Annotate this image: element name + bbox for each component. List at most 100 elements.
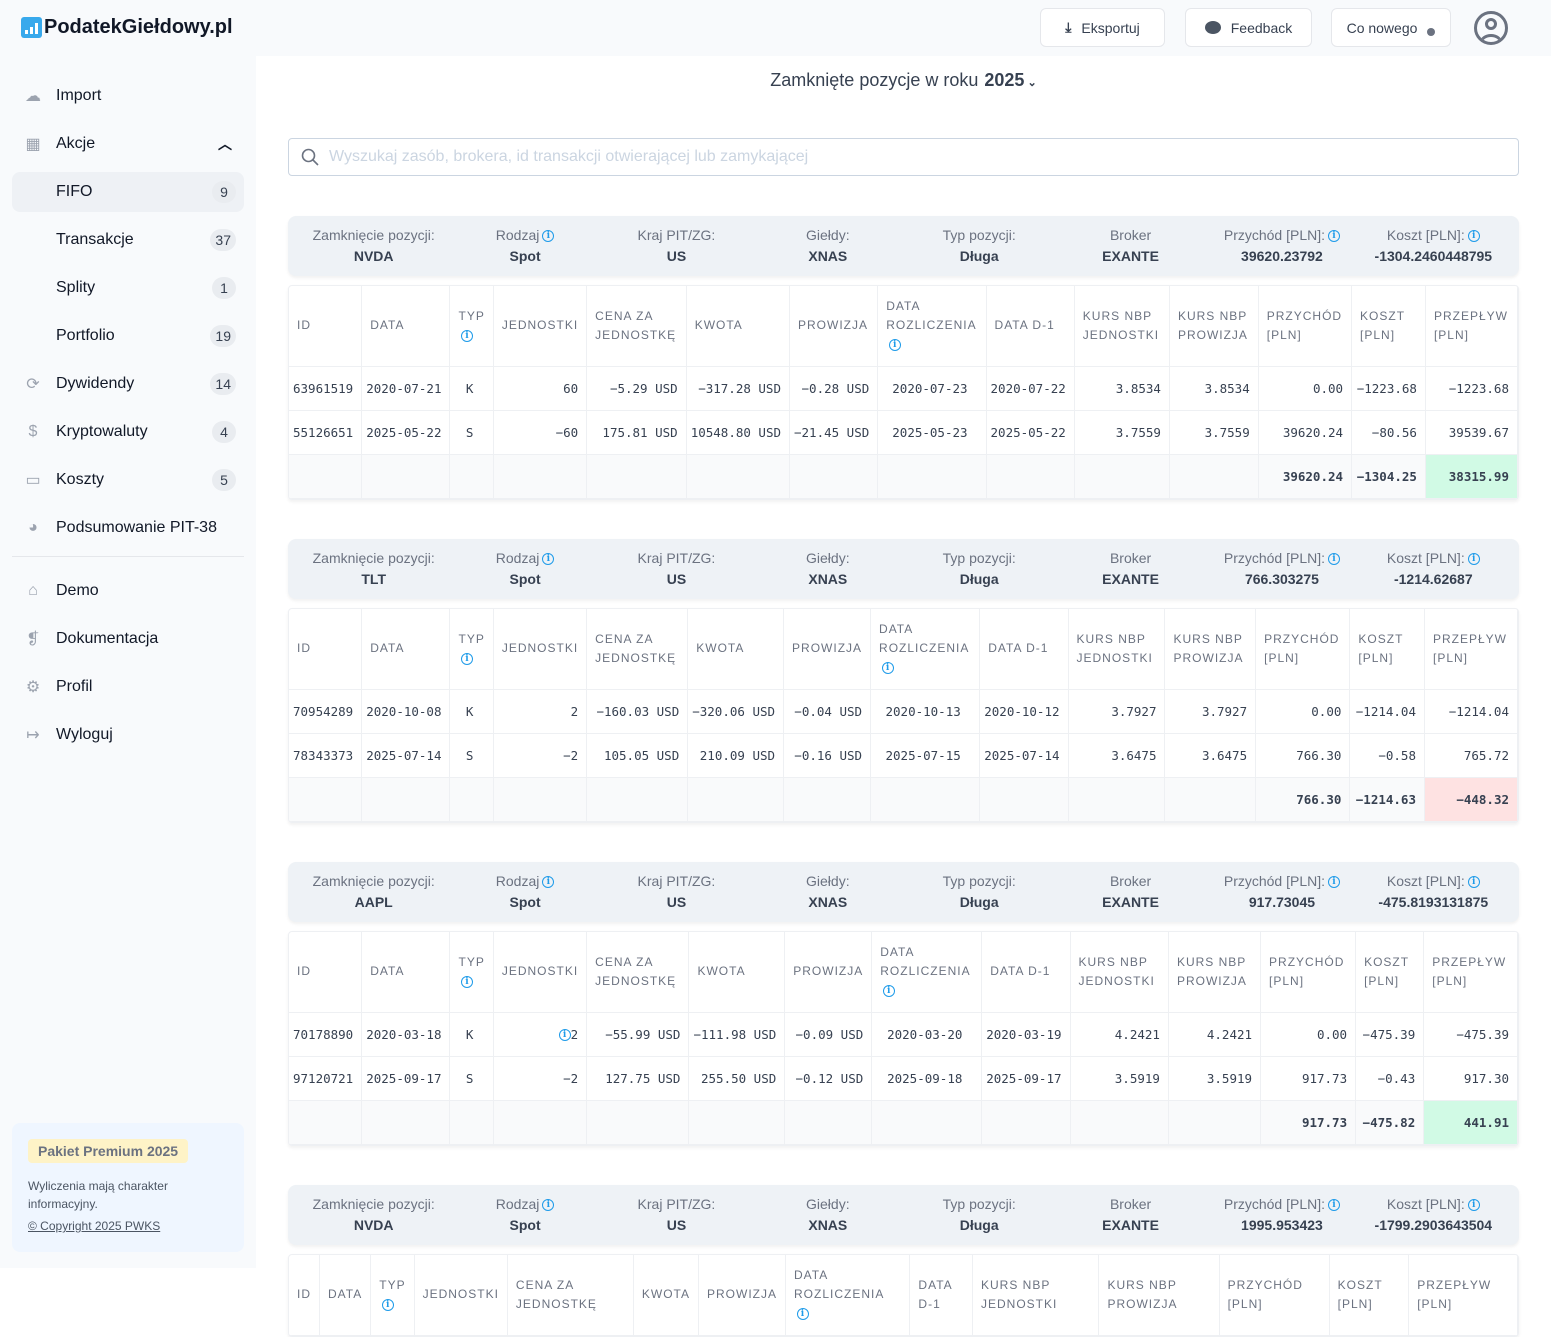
column-header: KURS NBP JEDNOSTKI — [1068, 609, 1166, 690]
chevron-up-icon[interactable]: ︿ — [218, 136, 232, 152]
table-cell: 2025-05-22 — [986, 410, 1075, 455]
summary-field: Rodzaj i Spot — [449, 216, 600, 276]
info-icon[interactable]: i — [558, 1029, 571, 1041]
info-icon[interactable]: i — [461, 975, 474, 988]
table-cell: −55.99 USD — [586, 1012, 690, 1057]
summary-field: Koszt [PLN]: i -1214.62687 — [1358, 539, 1509, 599]
sidebar-nav: ☁ Import ▦ Akcje ︿ FIFO 9 Transakcje 37 Splity 1 Po… — [12, 76, 244, 763]
logo-chart-icon — [21, 17, 42, 38]
table-cell: 127.75 USD — [586, 1056, 690, 1101]
column-header: TYP i — [370, 1255, 415, 1336]
table-cell — [784, 1100, 873, 1145]
summary-field: Kraj PIT/ZG: US — [601, 539, 752, 599]
summary-field: Rodzaj i Spot — [449, 539, 600, 599]
info-icon[interactable]: i — [542, 876, 555, 889]
sidebar-item-podsumowanie-pit-38[interactable]: ◕ Podsumowanie PIT-38 — [12, 508, 244, 548]
sidebar-item-akcje[interactable]: ▦ Akcje ︿ — [12, 124, 244, 164]
info-icon[interactable]: i — [542, 230, 555, 243]
info-icon[interactable]: i — [889, 339, 902, 352]
column-header: KURS NBP JEDNOSTKI — [972, 1255, 1100, 1336]
download-icon: ⤓ — [1065, 19, 1072, 35]
sidebar-item-kryptowaluty[interactable]: $ Kryptowaluty 4 — [12, 412, 244, 452]
sidebar-item-fifo[interactable]: FIFO 9 — [12, 172, 244, 212]
summary-field: Zamknięcie pozycji: NVDA — [298, 216, 449, 276]
search-input[interactable] — [329, 148, 1518, 166]
count-badge: 4 — [212, 421, 236, 443]
table-cell: 255.50 USD — [688, 1056, 786, 1101]
info-icon[interactable]: i — [1467, 1199, 1480, 1212]
logo[interactable]: PodatekGiełdowy.pl — [21, 16, 233, 39]
premium-badge: Pakiet Premium 2025 — [28, 1139, 189, 1163]
table-cell: −2 — [493, 733, 588, 778]
info-icon[interactable]: i — [542, 553, 555, 566]
sidebar-item-splity[interactable]: Splity 1 — [12, 268, 244, 308]
coin-icon: $ — [28, 423, 38, 440]
table-cell: −0.16 USD — [783, 733, 872, 778]
sidebar-item-label: Import — [56, 87, 102, 104]
sidebar-item-dywidendy[interactable]: ⟳ Dywidendy 14 — [12, 364, 244, 404]
sidebar-item-profil[interactable]: ⚙ Profil — [12, 667, 244, 707]
sidebar-item-transakcje[interactable]: Transakcje 37 — [12, 220, 244, 260]
sidebar-item-dokumentacja[interactable]: ❡ Dokumentacja — [12, 619, 244, 659]
table-cell: −60 — [493, 410, 588, 455]
info-icon[interactable]: i — [382, 1298, 395, 1311]
info-icon[interactable]: i — [1467, 230, 1480, 243]
cashflow-total: −448.32 — [1424, 777, 1518, 822]
table-cell: 2020-07-21 — [361, 366, 451, 411]
export-label: Eksportuj — [1081, 19, 1140, 36]
table-cell: 917.73 — [1260, 1056, 1357, 1101]
info-icon[interactable]: i — [883, 985, 896, 998]
cashflow-total: 441.91 — [1423, 1100, 1518, 1145]
logo-text: PodatekGiełdowy.pl — [44, 16, 233, 38]
column-header: TYP i — [449, 932, 494, 1013]
summary-field: Typ pozycji: Długa — [904, 862, 1055, 922]
info-icon[interactable]: i — [1328, 1199, 1341, 1212]
info-icon[interactable]: i — [797, 1308, 809, 1321]
table-cell: 2025-07-14 — [361, 733, 451, 778]
position-summary: Zamknięcie pozycji: NVDA Rodzaj i Spot Kraj P… — [288, 1185, 1519, 1245]
whats-new-button[interactable]: Co nowego — [1331, 8, 1451, 47]
table-cell: S — [449, 1056, 494, 1101]
info-icon[interactable]: i — [542, 1199, 555, 1212]
column-header: CENA ZA JEDNOSTKĘ — [507, 1255, 634, 1336]
feedback-button[interactable]: Feedback — [1185, 8, 1312, 47]
table-cell — [586, 1100, 690, 1145]
table-cell: K — [449, 1012, 494, 1057]
info-icon[interactable]: i — [882, 662, 895, 675]
sidebar-item-wyloguj[interactable]: ↦ Wyloguj — [12, 715, 244, 755]
info-icon[interactable]: i — [1467, 876, 1480, 889]
sidebar-item-import[interactable]: ☁ Import — [12, 76, 244, 116]
copyright-link[interactable]: © Copyright 2025 PWKS — [28, 1219, 161, 1233]
table-cell: −475.39 — [1355, 1012, 1425, 1057]
column-header: KWOTA — [688, 932, 786, 1013]
sidebar-item-demo[interactable]: ⌂ Demo — [12, 571, 244, 611]
cash-icon: ▭ — [25, 472, 41, 489]
info-icon[interactable]: i — [1328, 553, 1341, 566]
info-icon[interactable]: i — [461, 652, 474, 665]
export-button[interactable]: ⤓ Eksportuj — [1040, 8, 1165, 47]
summary-label: Giełdy: — [806, 1196, 850, 1212]
table-cell — [1074, 454, 1170, 499]
count-badge: 1 — [212, 277, 236, 299]
column-header: CENA ZA JEDNOSTKĘ — [586, 932, 690, 1013]
table-cell: −0.04 USD — [783, 689, 872, 734]
summary-field: Typ pozycji: Długa — [904, 216, 1055, 276]
summary-value: XNAS — [808, 1217, 848, 1233]
summary-field: Zamknięcie pozycji: TLT — [298, 539, 449, 599]
sidebar-item-koszty[interactable]: ▭ Koszty 5 — [12, 460, 244, 500]
user-avatar-icon[interactable] — [1474, 11, 1508, 45]
year-select[interactable]: 2025 ⌄ — [984, 70, 1036, 90]
info-icon[interactable]: i — [1467, 553, 1480, 566]
table-cell — [1070, 1100, 1169, 1145]
sidebar-item-portfolio[interactable]: Portfolio 19 — [12, 316, 244, 356]
table-cell: 55126651 — [289, 410, 363, 455]
info-icon[interactable]: i — [1328, 230, 1341, 243]
summary-value: EXANTE — [1102, 894, 1159, 910]
table-cell — [981, 1100, 1071, 1145]
info-icon[interactable]: i — [1328, 876, 1341, 889]
info-icon[interactable]: i — [461, 329, 474, 342]
column-header: KWOTA — [686, 286, 791, 367]
sidebar: PodatekGiełdowy.pl ☁ Import ▦ Akcje ︿ FIFO 9 Tr… — [0, 0, 256, 1268]
table-cell — [687, 777, 785, 822]
table-cell — [986, 454, 1075, 499]
